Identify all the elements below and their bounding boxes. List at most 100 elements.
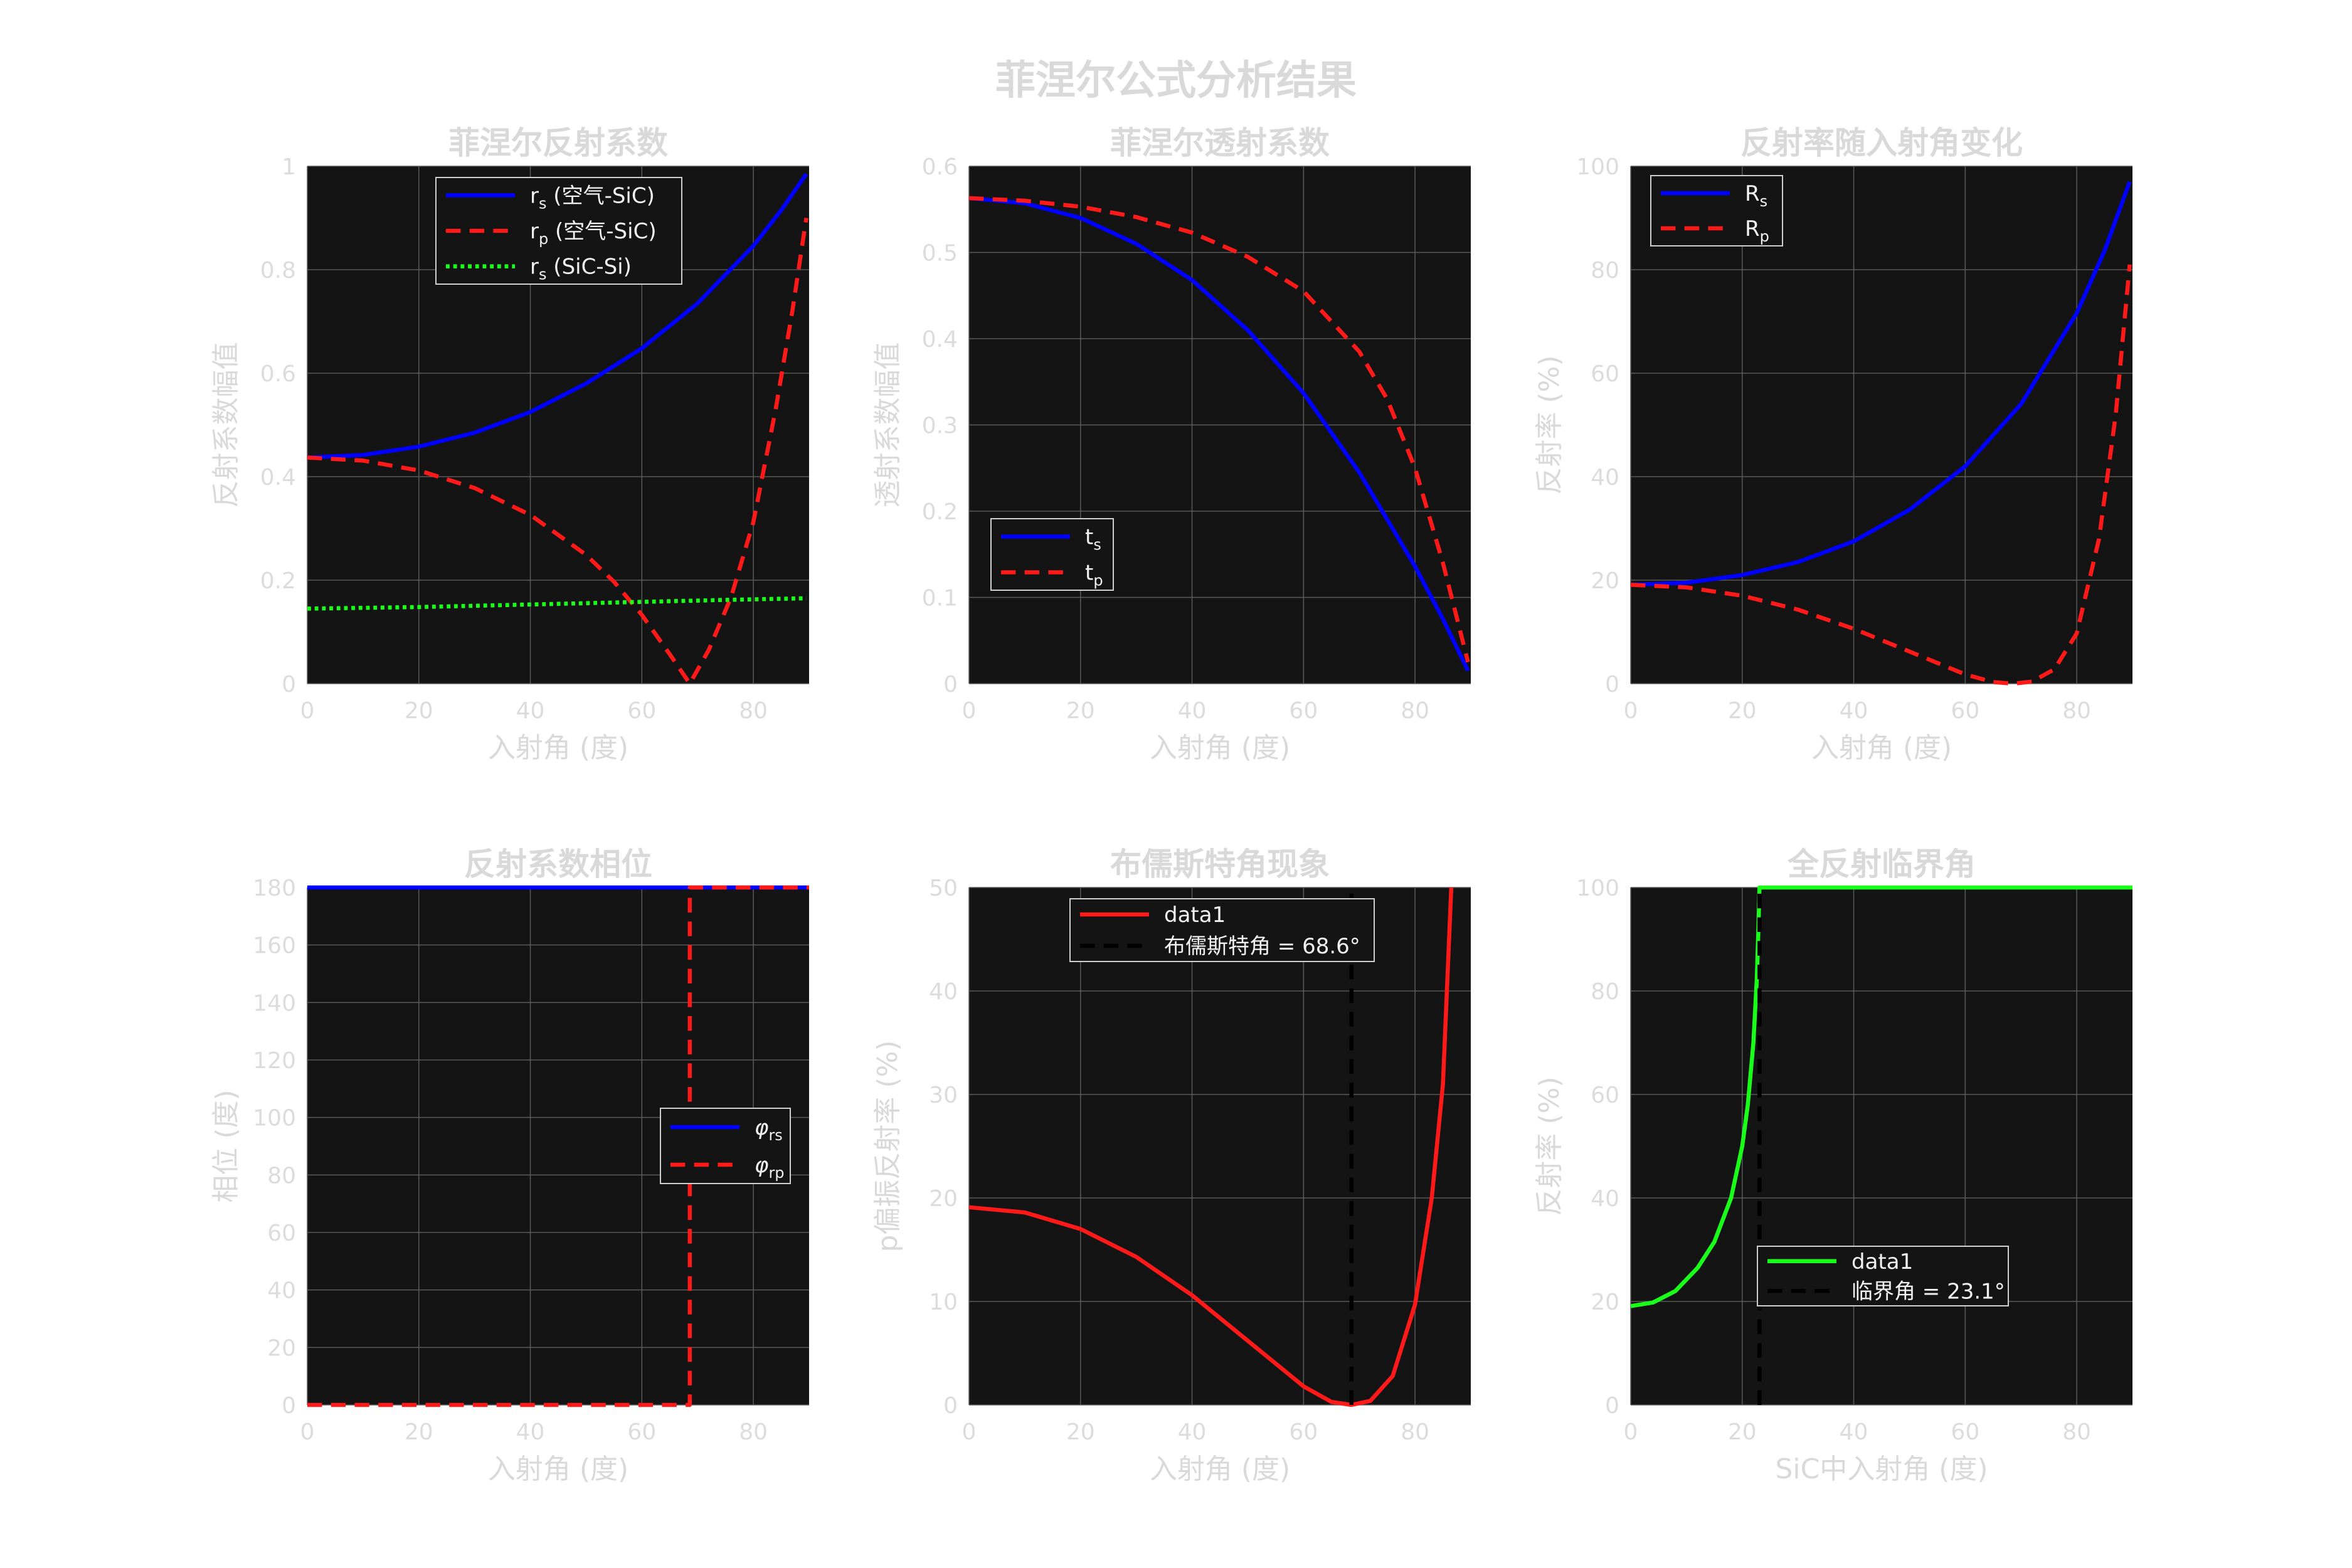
- plot-area: [1631, 166, 2132, 684]
- x-tick-label: 0: [300, 1419, 315, 1445]
- x-tick-label: 20: [405, 1419, 433, 1445]
- y-tick-label: 20: [929, 1186, 958, 1212]
- legend-entry: Rs: [1745, 181, 1767, 210]
- x-tick-label: 80: [2062, 698, 2091, 724]
- x-tick-label: 0: [1624, 698, 1638, 724]
- x-tick-label: 60: [1289, 698, 1318, 724]
- x-tick-label: 40: [516, 698, 545, 724]
- x-tick-label: 80: [1401, 1419, 1429, 1445]
- chart-title: 全反射临界角: [1787, 846, 1976, 882]
- x-tick-label: 40: [1178, 698, 1207, 724]
- y-tick-label: 60: [1591, 361, 1619, 387]
- x-tick-label: 20: [1066, 698, 1095, 724]
- y-axis-label: 反射率 (%): [1534, 355, 1565, 494]
- chart-title: 布儒斯特角现象: [1110, 846, 1330, 882]
- legend-entry: φrp: [755, 1153, 785, 1182]
- y-tick-label: 80: [1591, 979, 1619, 1005]
- legend-box: [990, 518, 1114, 591]
- y-axis-label: 相位 (度): [210, 1089, 242, 1202]
- series-line-1: [968, 196, 1470, 672]
- series-line-2: [968, 196, 1470, 663]
- y-tick-label: 50: [929, 876, 958, 901]
- legend-box: [660, 1108, 791, 1184]
- y-tick-label: 100: [1576, 876, 1619, 901]
- series-line-2: [307, 218, 808, 686]
- x-axis-label: 入射角 (度): [488, 732, 628, 764]
- chart-title: 菲涅尔透射系数: [1110, 125, 1330, 161]
- y-tick-label: 140: [253, 990, 296, 1016]
- y-tick-label: 0.3: [922, 413, 958, 439]
- x-tick-label: 80: [739, 698, 768, 724]
- x-tick-label: 40: [1840, 1419, 1868, 1445]
- y-tick-label: 100: [1576, 154, 1619, 180]
- y-tick-label: 40: [267, 1278, 296, 1304]
- x-axis-label: 入射角 (度): [1150, 1453, 1290, 1485]
- y-tick-label: 0: [282, 672, 296, 697]
- y-tick-label: 0.4: [260, 465, 296, 490]
- y-tick-label: 100: [253, 1106, 296, 1131]
- legend-entry: data1: [1851, 1249, 1913, 1274]
- y-tick-label: 0.5: [922, 241, 958, 267]
- x-tick-label: 80: [739, 1419, 768, 1445]
- chart-title: 菲涅尔反射系数: [448, 125, 668, 161]
- y-tick-label: 0: [1605, 672, 1619, 697]
- legend: Rs Rp: [1650, 175, 1783, 246]
- legend-box: [1650, 175, 1783, 246]
- legend-box: [1757, 1246, 2009, 1306]
- y-tick-label: 0.8: [260, 258, 296, 283]
- legend-entry: 布儒斯特角 = 68.6°: [1164, 934, 1360, 959]
- y-tick-label: 1: [282, 154, 296, 180]
- x-tick-label: 40: [1840, 698, 1868, 724]
- legend: rs (空气-SiC) rp (空气-SiC) rs (SiC-Si): [435, 177, 682, 285]
- y-tick-label: 20: [1591, 1290, 1619, 1315]
- x-axis-label: SiC中入射角 (度): [1775, 1453, 1988, 1485]
- y-tick-label: 0.4: [922, 327, 958, 352]
- series-line-1: [307, 172, 808, 460]
- y-tick-label: 30: [929, 1083, 958, 1108]
- legend-entry: tp: [1085, 561, 1103, 590]
- chart-phase: 0 20 40 60 80 0 20 40 60 80 100 120 140 160 180 反射系数相位入…: [210, 846, 809, 1485]
- x-tick-label: 80: [2062, 1419, 2091, 1445]
- x-tick-label: 0: [962, 1419, 977, 1445]
- legend-entry: rp (空气-SiC): [530, 219, 657, 248]
- y-tick-label: 10: [929, 1290, 958, 1315]
- y-tick-label: 40: [1591, 465, 1619, 490]
- y-tick-label: 0.1: [922, 586, 958, 612]
- plot-area: [969, 887, 1471, 1405]
- y-tick-label: 0: [943, 1393, 958, 1419]
- y-tick-label: 40: [1591, 1186, 1619, 1212]
- chart-critical-angle: 0 20 40 60 80 0 20 40 60 80 100 全反射临界角 SiC中入射角 (度) 反射…: [1534, 846, 2132, 1485]
- x-tick-label: 20: [1728, 698, 1757, 724]
- legend: data1 临界角 = 23.1°: [1757, 1246, 2009, 1306]
- x-axis-label: 入射角 (度): [1811, 732, 1952, 764]
- y-axis-label: 反射系数幅值: [210, 342, 242, 508]
- y-tick-label: 60: [1591, 1083, 1619, 1108]
- y-tick-label: 120: [253, 1048, 296, 1074]
- y-tick-label: 180: [253, 876, 296, 901]
- y-tick-label: 0.6: [922, 154, 958, 180]
- y-tick-label: 80: [1591, 258, 1619, 283]
- y-tick-label: 0: [943, 672, 958, 697]
- legend: φrs φrp: [660, 1108, 791, 1184]
- x-tick-label: 0: [962, 698, 977, 724]
- x-tick-label: 40: [516, 1419, 545, 1445]
- legend-entry: rs (空气-SiC): [530, 183, 655, 212]
- series-line-2: [1630, 264, 2132, 686]
- y-tick-label: 0.6: [260, 361, 296, 387]
- y-tick-label: 0: [1605, 1393, 1619, 1419]
- x-tick-label: 80: [1401, 698, 1429, 724]
- y-tick-label: 0.2: [260, 568, 296, 594]
- legend-entry: data1: [1164, 903, 1226, 928]
- legend-entry: Rp: [1745, 216, 1769, 245]
- legend-entry: φrs: [755, 1115, 783, 1144]
- y-tick-label: 20: [1591, 568, 1619, 594]
- y-tick-label: 80: [267, 1163, 296, 1189]
- y-tick-label: 0: [282, 1393, 296, 1419]
- legend: ts tp: [990, 518, 1114, 591]
- y-axis-label: 透射系数幅值: [872, 342, 904, 508]
- figure-title: 菲涅尔公式分析结果: [995, 58, 1357, 104]
- series-line-1: [968, 887, 1454, 1407]
